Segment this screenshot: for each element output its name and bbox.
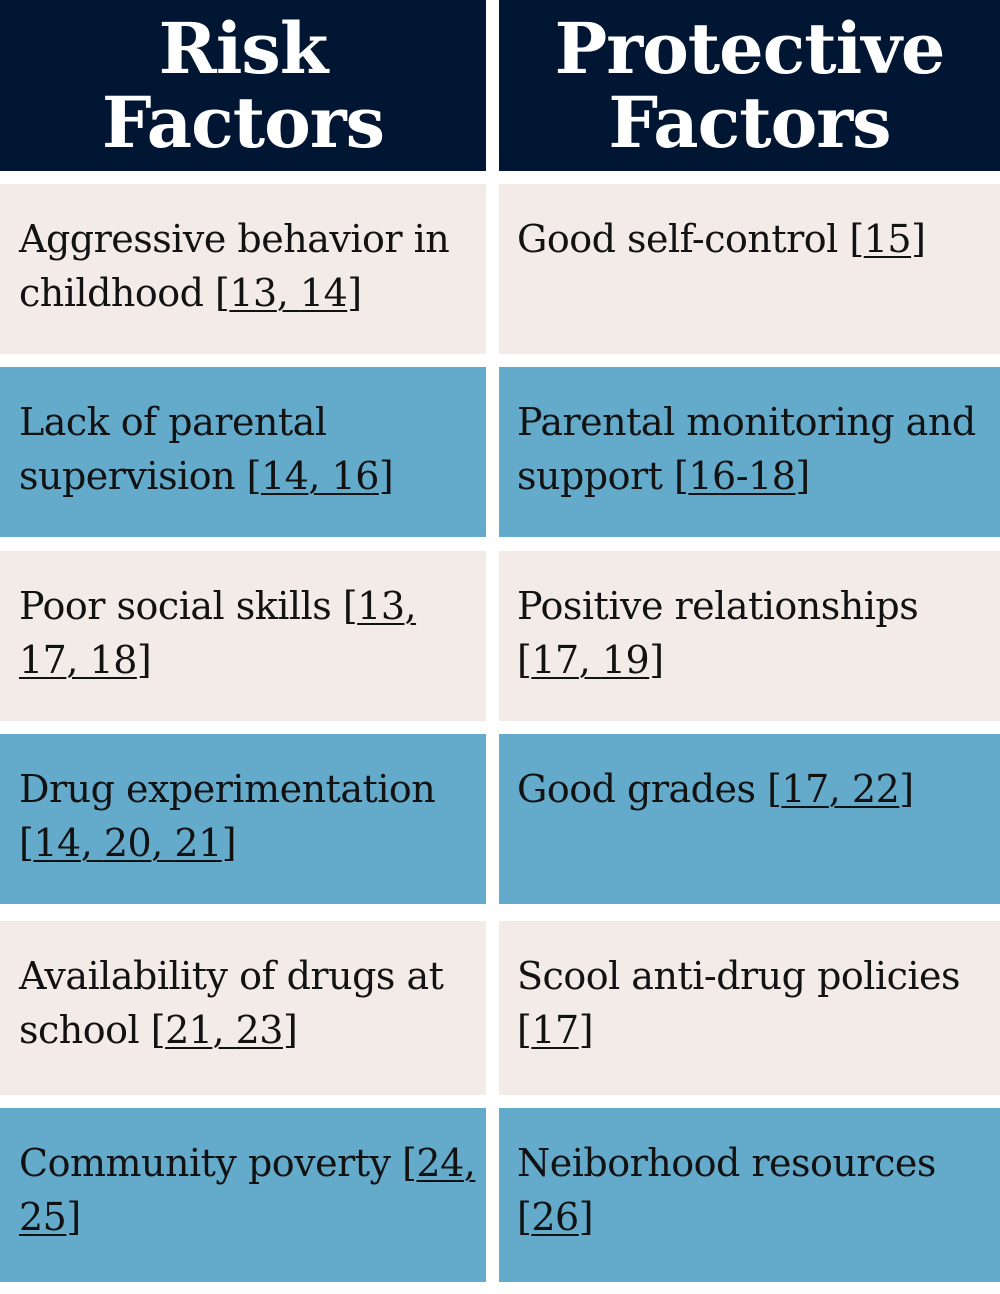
citation-open-bracket: [ xyxy=(342,584,358,628)
protective-factor-text: Good grades xyxy=(517,767,768,811)
protective-factors-header: Protective Factors xyxy=(499,0,1000,171)
citation-open-bracket: [ xyxy=(215,271,230,315)
citation-open-bracket: [ xyxy=(19,821,34,865)
citation-open-bracket: [ xyxy=(767,767,782,811)
citation-link[interactable]: 14 xyxy=(33,821,81,865)
risk-header-line1: Risk xyxy=(158,6,329,90)
protective-factor-text: Parental monitoring and support xyxy=(517,400,976,498)
citation-link[interactable]: 16-18 xyxy=(688,454,796,498)
protective-factor-text: Neiborhood resources xyxy=(517,1141,936,1185)
risk-factor-cell: Community poverty [24, 25] xyxy=(0,1108,486,1282)
risk-factors-header: Risk Factors xyxy=(0,0,486,171)
risk-factor-text: Lack of parental supervision xyxy=(19,400,327,498)
citation-link[interactable]: 21 xyxy=(174,821,222,865)
citation-separator: , xyxy=(80,821,104,865)
citation-link[interactable]: 14 xyxy=(299,271,348,315)
citation-link[interactable]: 14 xyxy=(261,454,309,498)
citation-open-bracket: [ xyxy=(517,638,532,682)
risk-factor-cell: Aggressive behavior in childhood [13, 14… xyxy=(0,184,486,354)
citation-open-bracket: [ xyxy=(674,454,689,498)
citation-link[interactable]: 17 xyxy=(781,767,829,811)
citation-link[interactable]: 19 xyxy=(601,638,650,682)
citation-close-bracket: ] xyxy=(578,1008,594,1052)
risk-factor-text: Aggressive behavior in childhood xyxy=(19,217,450,315)
citation-link[interactable]: 13 xyxy=(229,271,277,315)
citation-separator: , xyxy=(151,821,175,865)
citation-open-bracket: [ xyxy=(517,1008,532,1052)
citation-open-bracket: [ xyxy=(517,1195,532,1239)
citation-open-bracket: [ xyxy=(246,454,262,498)
citation-close-bracket: ] xyxy=(578,1195,594,1239)
citation-link[interactable]: 20 xyxy=(103,821,152,865)
risk-header-line2: Factors xyxy=(101,80,385,164)
risk-factor-text: Drug experimentation xyxy=(19,767,436,811)
risk-factor-text: Community poverty xyxy=(19,1141,403,1185)
citation-separator: , xyxy=(66,638,90,682)
citation-separator: , xyxy=(828,767,852,811)
protective-factor-text: Good self-control xyxy=(517,217,850,261)
citation-close-bracket: ] xyxy=(378,454,394,498)
citation-link[interactable]: 15 xyxy=(863,217,912,261)
citation-close-bracket: ] xyxy=(911,217,926,261)
citation-close-bracket: ] xyxy=(649,638,664,682)
citation-link[interactable]: 26 xyxy=(531,1195,579,1239)
citation-separator: , xyxy=(212,1008,236,1052)
risk-factor-cell: Drug experimentation [14, 20, 21] xyxy=(0,734,486,904)
citation-link[interactable]: 16 xyxy=(331,454,380,498)
citation-link[interactable]: 13 xyxy=(357,584,405,628)
citation-separator: , xyxy=(404,584,417,628)
citation-separator: , xyxy=(463,1141,476,1185)
protective-factor-cell: Good grades [17, 22] xyxy=(499,734,1000,904)
citation-link[interactable]: 18 xyxy=(89,638,138,682)
protective-factor-cell: Positive relationships [17, 19] xyxy=(499,551,1000,721)
risk-factor-cell: Poor social skills [13, 17, 18] xyxy=(0,551,486,721)
citation-close-bracket: ] xyxy=(66,1195,81,1239)
protective-header-line2: Factors xyxy=(608,80,891,164)
citation-open-bracket: [ xyxy=(849,217,864,261)
citation-separator: , xyxy=(308,454,332,498)
citation-open-bracket: [ xyxy=(150,1008,166,1052)
protective-factor-cell: Good self-control [15] xyxy=(499,184,1000,354)
protective-factor-text: Positive relationships xyxy=(517,584,919,628)
protective-header-line1: Protective xyxy=(554,6,946,90)
protective-factor-cell: Neiborhood resources [26] xyxy=(499,1108,1000,1282)
protective-factor-cell: Scool anti-drug policies [17] xyxy=(499,921,1000,1095)
citation-link[interactable]: 23 xyxy=(235,1008,284,1052)
protective-factor-text: Scool anti-drug policies xyxy=(517,954,961,998)
citation-link[interactable]: 17 xyxy=(531,638,579,682)
risk-factor-cell: Availability of drugs at school [21, 23] xyxy=(0,921,486,1095)
citation-close-bracket: ] xyxy=(136,638,152,682)
citation-link[interactable]: 22 xyxy=(851,767,900,811)
citation-close-bracket: ] xyxy=(282,1008,298,1052)
citation-open-bracket: [ xyxy=(402,1141,417,1185)
risk-factor-cell: Lack of parental supervision [14, 16] xyxy=(0,367,486,537)
citation-close-bracket: ] xyxy=(221,821,237,865)
risk-factor-text: Poor social skills xyxy=(19,584,343,628)
citation-close-bracket: ] xyxy=(795,454,810,498)
citation-link[interactable]: 17 xyxy=(531,1008,579,1052)
citation-separator: , xyxy=(276,271,300,315)
risk-factor-text: Availability of drugs at school xyxy=(19,954,444,1052)
citation-link[interactable]: 24 xyxy=(416,1141,464,1185)
citation-link[interactable]: 21 xyxy=(165,1008,213,1052)
citation-close-bracket: ] xyxy=(347,271,362,315)
citation-close-bracket: ] xyxy=(899,767,914,811)
citation-link[interactable]: 25 xyxy=(19,1195,67,1239)
citation-link[interactable]: 17 xyxy=(19,638,67,682)
protective-factor-cell: Parental monitoring and support [16-18] xyxy=(499,367,1000,537)
citation-separator: , xyxy=(578,638,602,682)
